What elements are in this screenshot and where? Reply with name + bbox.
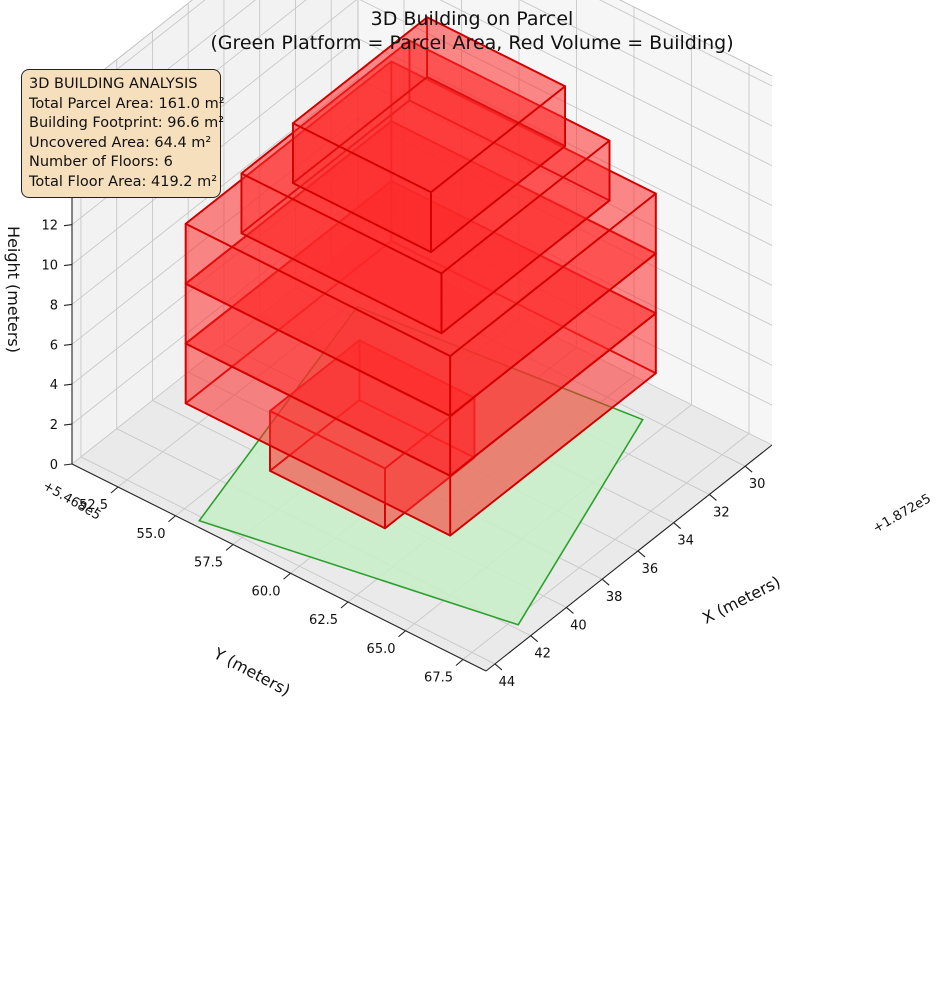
x-tick-label: 42 [534, 647, 551, 662]
grid-line-side-z [357, 78, 773, 286]
z-tick-label: 4 [50, 378, 58, 393]
x-tick-label: 32 [713, 505, 730, 520]
building-floor-6 [292, 16, 566, 254]
z-tick [63, 263, 73, 267]
y-tick-label: 62.5 [309, 613, 338, 628]
chart-title: 3D Building on Parcel [370, 8, 574, 30]
building-floor-4 [184, 60, 657, 417]
y-tick [455, 659, 464, 666]
y-tick-label: 67.5 [424, 671, 453, 686]
x-tick-label: 40 [570, 618, 587, 633]
z-tick-label: 8 [50, 298, 58, 313]
info-uncovered-area: Uncovered Area: 64.4 m² [29, 134, 212, 151]
grid-line-wall-z [71, 157, 359, 385]
grid-line-wall-z [71, 237, 359, 465]
z-tick-label: 0 [50, 458, 58, 473]
grid-line-wall-z [71, 197, 359, 425]
y-tick-label: 52.5 [79, 498, 108, 513]
floor-face-top [184, 60, 657, 358]
grid-line-side-z [599, 0, 773, 87]
y-tick [110, 486, 119, 494]
x-tick-label: 44 [499, 675, 516, 690]
y-tick-label: 57.5 [194, 556, 223, 571]
z-tick [63, 423, 73, 426]
y-tick [225, 544, 234, 551]
info-building-footprint: Building Footprint: 96.6 m² [29, 115, 225, 131]
x-tick [744, 465, 753, 473]
y-tick-label: 55.0 [137, 527, 166, 542]
building-floor-1 [269, 339, 476, 530]
x-tick-label: 38 [606, 590, 623, 605]
y-axis-line [71, 463, 487, 672]
x-tick-label: 36 [642, 562, 659, 577]
y-tick-label: 65.0 [367, 642, 396, 657]
x-tick-label: 34 [677, 534, 694, 549]
z-tick-label: 12 [41, 219, 58, 234]
y-axis-title: Y (meters) [210, 643, 294, 700]
z-axis-title: Height (meters) [4, 226, 23, 353]
z-tick [63, 463, 73, 466]
x-axis-line [485, 444, 773, 672]
info-total-floor-area: Total Floor Area: 419.2 m² [29, 173, 218, 190]
analysis-info-box: 3D BUILDING ANALYSIS Total Parcel Area: … [21, 69, 225, 198]
floor-face-top [292, 16, 566, 194]
y-tick-label: 60.0 [252, 584, 281, 599]
grid-line-side-z [357, 197, 773, 406]
x-tick-label: 30 [749, 477, 766, 492]
x-tick [601, 578, 610, 586]
y-tick [340, 601, 349, 609]
x-tick [494, 663, 503, 671]
info-heading: 3D BUILDING ANALYSIS [29, 76, 198, 92]
floor-face-top [240, 39, 611, 275]
z-tick [63, 303, 73, 306]
grid-line-side-z [357, 237, 773, 446]
x-tick [709, 494, 717, 501]
pane-edge [618, 0, 773, 77]
grid-line-floor-x [80, 456, 496, 665]
grid-line-wall-z [71, 0, 206, 106]
y-tick [398, 630, 406, 638]
x-tick [566, 607, 574, 614]
z-tick [63, 224, 73, 227]
grid-line-side-z [519, 0, 773, 127]
info-number-of-floors: Number of Floors: 6 [29, 154, 173, 170]
x-tick [637, 550, 646, 558]
z-tick [63, 383, 73, 386]
grid-line-floor-x [330, 258, 746, 467]
x-tick [530, 635, 539, 643]
grid-line-side-z [357, 117, 773, 326]
z-tick [63, 343, 73, 346]
grid-line-floor-y [117, 260, 405, 488]
grid-line-side-z [357, 157, 773, 366]
y-tick [283, 572, 291, 580]
pane-edge [71, 0, 193, 96]
y-tick [168, 515, 176, 523]
x-tick [673, 522, 682, 530]
z-tick-label: 2 [50, 418, 58, 433]
parcel-layer [197, 305, 644, 626]
building-layer [184, 16, 657, 537]
x-axis-title: X (meters) [699, 572, 783, 628]
grid-line-wall-z [71, 117, 359, 345]
grid-line-side-z [439, 0, 773, 167]
z-tick-label: 6 [50, 338, 58, 353]
x-offset-label: +1.872e5 [871, 491, 934, 536]
building-floor-5 [240, 39, 611, 335]
parcel-platform [197, 305, 644, 626]
info-total-parcel-area: Total Parcel Area: 161.0 m² [29, 95, 225, 112]
chart-subtitle: (Green Platform = Parcel Area, Red Volum… [210, 32, 734, 54]
z-tick-label: 10 [41, 259, 58, 274]
floor-face-top [269, 339, 476, 470]
